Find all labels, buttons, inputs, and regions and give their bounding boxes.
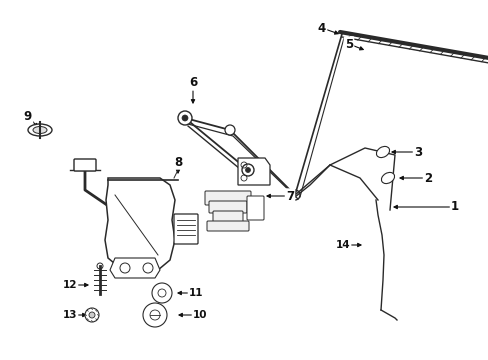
Text: 3: 3 (413, 145, 421, 158)
FancyBboxPatch shape (204, 191, 250, 205)
Text: 4: 4 (317, 22, 325, 35)
Polygon shape (105, 178, 175, 272)
Polygon shape (110, 258, 160, 278)
Ellipse shape (381, 172, 394, 184)
Text: 2: 2 (423, 171, 431, 184)
Text: 8: 8 (174, 156, 182, 168)
Ellipse shape (28, 124, 52, 136)
Circle shape (242, 164, 253, 176)
Text: 7: 7 (285, 189, 293, 202)
Text: 6: 6 (188, 77, 197, 90)
Circle shape (178, 111, 192, 125)
FancyBboxPatch shape (213, 211, 243, 223)
Circle shape (89, 312, 95, 318)
Text: 5: 5 (344, 37, 352, 50)
Ellipse shape (376, 147, 389, 158)
Circle shape (245, 167, 250, 172)
FancyBboxPatch shape (208, 201, 246, 213)
Text: 13: 13 (62, 310, 77, 320)
FancyBboxPatch shape (174, 214, 198, 244)
Text: 10: 10 (192, 310, 207, 320)
Text: 1: 1 (450, 201, 458, 213)
FancyBboxPatch shape (246, 196, 264, 220)
Circle shape (158, 289, 165, 297)
Text: 11: 11 (188, 288, 203, 298)
Text: 14: 14 (335, 240, 349, 250)
Text: 9: 9 (24, 109, 32, 122)
Polygon shape (238, 158, 269, 185)
Circle shape (182, 115, 187, 121)
FancyBboxPatch shape (74, 159, 96, 171)
FancyBboxPatch shape (206, 221, 248, 231)
Circle shape (85, 308, 99, 322)
Circle shape (150, 310, 160, 320)
Circle shape (142, 303, 167, 327)
Ellipse shape (33, 126, 47, 134)
Text: 12: 12 (62, 280, 77, 290)
Circle shape (152, 283, 172, 303)
Circle shape (224, 125, 235, 135)
